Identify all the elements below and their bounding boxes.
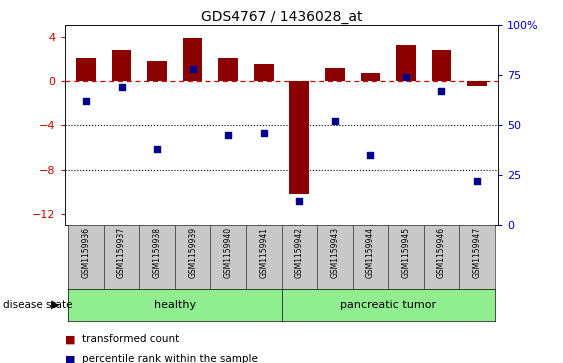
Bar	[77, 58, 96, 81]
Bar	[467, 81, 486, 86]
Point	[366, 152, 375, 158]
Text: transformed count: transformed count	[82, 334, 179, 344]
Bar	[289, 81, 309, 194]
Bar	[112, 50, 131, 81]
Bar	[254, 64, 274, 81]
Text: GSM1159944: GSM1159944	[366, 227, 375, 278]
Text: disease state: disease state	[3, 300, 72, 310]
Text: ▶: ▶	[51, 300, 59, 310]
Title: GDS4767 / 1436028_at: GDS4767 / 1436028_at	[201, 11, 362, 24]
Point	[295, 198, 304, 204]
Text: GSM1159942: GSM1159942	[295, 227, 304, 278]
Point	[153, 146, 162, 152]
Point	[259, 130, 268, 136]
Text: GSM1159937: GSM1159937	[117, 227, 126, 278]
Text: GSM1159940: GSM1159940	[224, 227, 233, 278]
Point	[224, 132, 233, 138]
Text: GSM1159946: GSM1159946	[437, 227, 446, 278]
Point	[437, 89, 446, 94]
Point	[472, 178, 481, 184]
Text: percentile rank within the sample: percentile rank within the sample	[82, 354, 257, 363]
Text: ■: ■	[65, 354, 75, 363]
Bar	[218, 58, 238, 81]
Text: ■: ■	[65, 334, 75, 344]
Bar	[396, 45, 415, 81]
Point	[82, 98, 91, 104]
Point	[117, 85, 126, 90]
Text: GSM1159945: GSM1159945	[401, 227, 410, 278]
Text: healthy: healthy	[154, 300, 196, 310]
Bar	[360, 73, 380, 81]
Text: GSM1159943: GSM1159943	[330, 227, 339, 278]
Bar	[183, 38, 203, 81]
Bar	[432, 50, 451, 81]
Text: GSM1159938: GSM1159938	[153, 227, 162, 278]
Bar	[325, 68, 345, 81]
Bar	[148, 61, 167, 81]
Point	[188, 66, 197, 72]
Point	[330, 118, 339, 124]
Text: GSM1159941: GSM1159941	[259, 227, 268, 278]
Text: GSM1159947: GSM1159947	[472, 227, 481, 278]
Text: GSM1159936: GSM1159936	[82, 227, 91, 278]
Text: pancreatic tumor: pancreatic tumor	[340, 300, 436, 310]
Point	[401, 74, 410, 80]
Text: GSM1159939: GSM1159939	[188, 227, 197, 278]
